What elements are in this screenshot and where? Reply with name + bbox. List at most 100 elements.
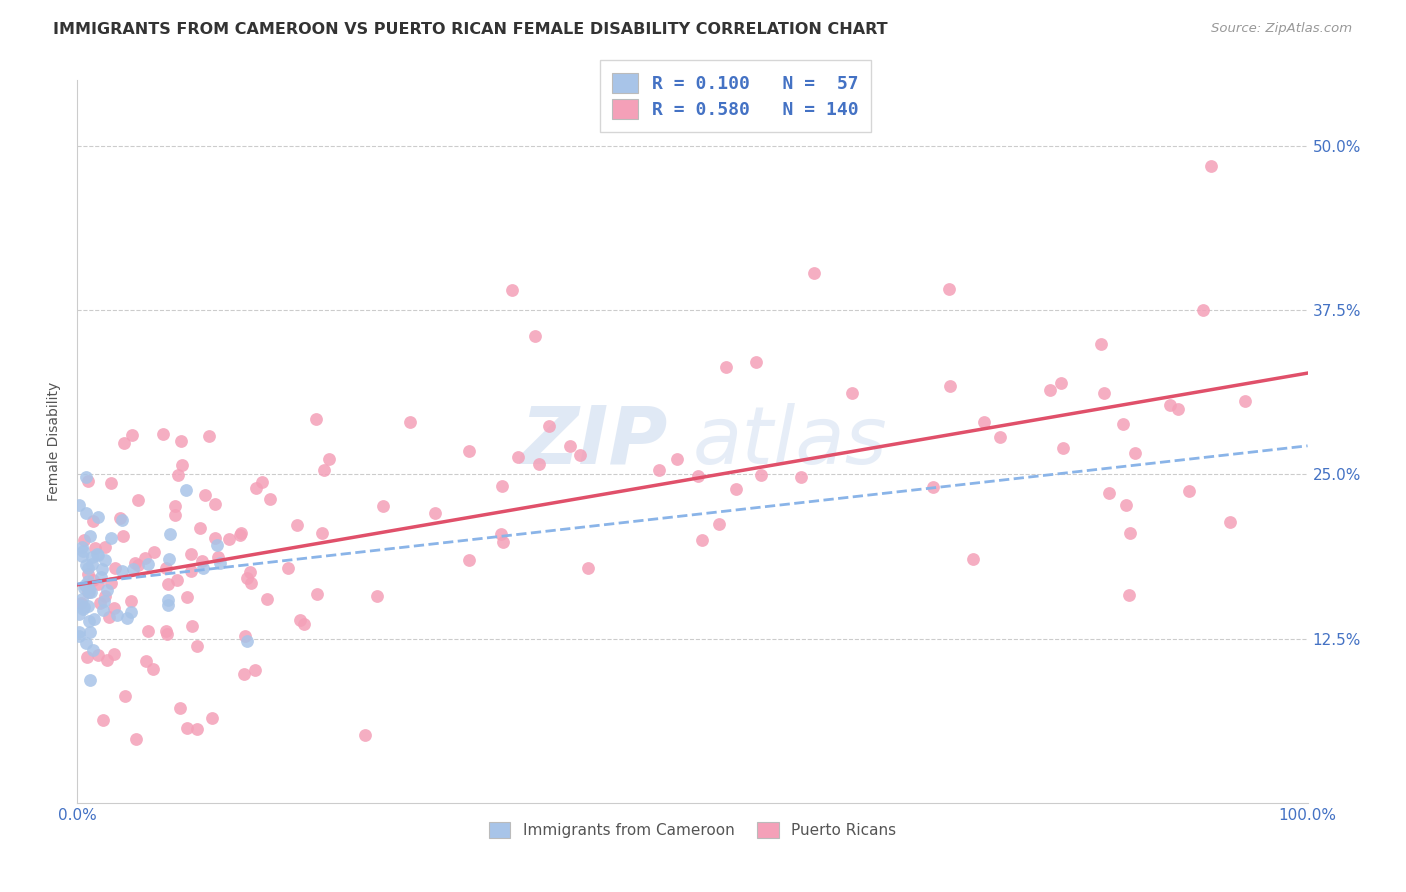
- Point: [198, 429, 221, 443]
- Point: [76, 474, 98, 488]
- Point: [204, 497, 226, 511]
- Point: [80, 549, 103, 564]
- Point: [82, 573, 104, 587]
- Text: IMMIGRANTS FROM CAMEROON VS PUERTO RICAN FEMALE DISABILITY CORRELATION CHART: IMMIGRANTS FROM CAMEROON VS PUERTO RICAN…: [53, 22, 889, 37]
- Point: [803, 266, 825, 280]
- Point: [939, 379, 962, 393]
- Point: [96, 583, 118, 598]
- Point: [354, 728, 377, 742]
- Point: [77, 614, 100, 628]
- Point: [76, 649, 98, 664]
- Point: [180, 619, 202, 633]
- Point: [973, 415, 995, 429]
- Point: [538, 419, 561, 434]
- Point: [962, 552, 984, 566]
- Point: [172, 458, 194, 473]
- Point: [83, 612, 105, 626]
- Point: [70, 549, 93, 564]
- Point: [100, 531, 122, 545]
- Point: [1159, 398, 1181, 412]
- Point: [87, 548, 110, 562]
- Point: [112, 435, 135, 450]
- Point: [136, 557, 159, 571]
- Point: [155, 624, 177, 639]
- Point: [72, 600, 94, 615]
- Point: [77, 567, 100, 582]
- Point: [110, 513, 132, 527]
- Point: [665, 452, 688, 467]
- Point: [256, 592, 278, 607]
- Point: [236, 634, 259, 648]
- Point: [176, 722, 198, 736]
- Point: [790, 470, 813, 484]
- Point: [207, 549, 229, 564]
- Point: [83, 541, 105, 556]
- Point: [125, 731, 148, 746]
- Point: [239, 566, 262, 580]
- Point: [96, 653, 118, 667]
- Point: [77, 582, 100, 597]
- Point: [1039, 383, 1062, 397]
- Point: [121, 561, 143, 575]
- Point: [236, 571, 259, 585]
- Text: ZIP: ZIP: [520, 402, 668, 481]
- Point: [277, 561, 299, 575]
- Point: [399, 415, 422, 429]
- Point: [142, 663, 165, 677]
- Point: [111, 529, 134, 543]
- Point: [318, 452, 340, 467]
- Point: [201, 711, 224, 725]
- Point: [105, 607, 128, 622]
- Point: [169, 701, 191, 715]
- Point: [229, 528, 252, 542]
- Point: [136, 624, 159, 638]
- Point: [690, 533, 713, 547]
- Point: [157, 577, 180, 591]
- Point: [1167, 401, 1189, 416]
- Point: [155, 561, 177, 575]
- Point: [285, 517, 308, 532]
- Point: [423, 507, 446, 521]
- Point: [569, 448, 592, 462]
- Point: [366, 589, 388, 603]
- Point: [218, 533, 240, 547]
- Point: [501, 284, 523, 298]
- Point: [134, 551, 156, 566]
- Point: [93, 541, 115, 555]
- Point: [231, 526, 253, 541]
- Point: [93, 594, 115, 608]
- Point: [94, 589, 117, 603]
- Point: [1119, 526, 1142, 541]
- Point: [186, 722, 208, 736]
- Point: [489, 527, 512, 541]
- Point: [245, 481, 267, 495]
- Point: [72, 543, 94, 558]
- Point: [91, 561, 114, 575]
- Point: [648, 463, 671, 477]
- Point: [70, 596, 93, 610]
- Point: [1219, 516, 1241, 530]
- Point: [938, 282, 960, 296]
- Point: [492, 534, 515, 549]
- Point: [100, 576, 122, 591]
- Point: [72, 602, 94, 616]
- Point: [67, 625, 90, 640]
- Point: [243, 663, 266, 677]
- Point: [75, 558, 97, 572]
- Point: [166, 573, 188, 587]
- Point: [686, 468, 709, 483]
- Point: [1112, 417, 1135, 432]
- Point: [233, 667, 256, 681]
- Text: atlas: atlas: [693, 402, 887, 481]
- Point: [1098, 485, 1121, 500]
- Point: [186, 640, 208, 654]
- Point: [159, 527, 181, 541]
- Point: [235, 629, 257, 643]
- Point: [152, 427, 174, 442]
- Point: [82, 642, 104, 657]
- Point: [67, 629, 90, 643]
- Point: [527, 458, 550, 472]
- Point: [67, 607, 90, 621]
- Point: [749, 468, 772, 483]
- Point: [100, 475, 122, 490]
